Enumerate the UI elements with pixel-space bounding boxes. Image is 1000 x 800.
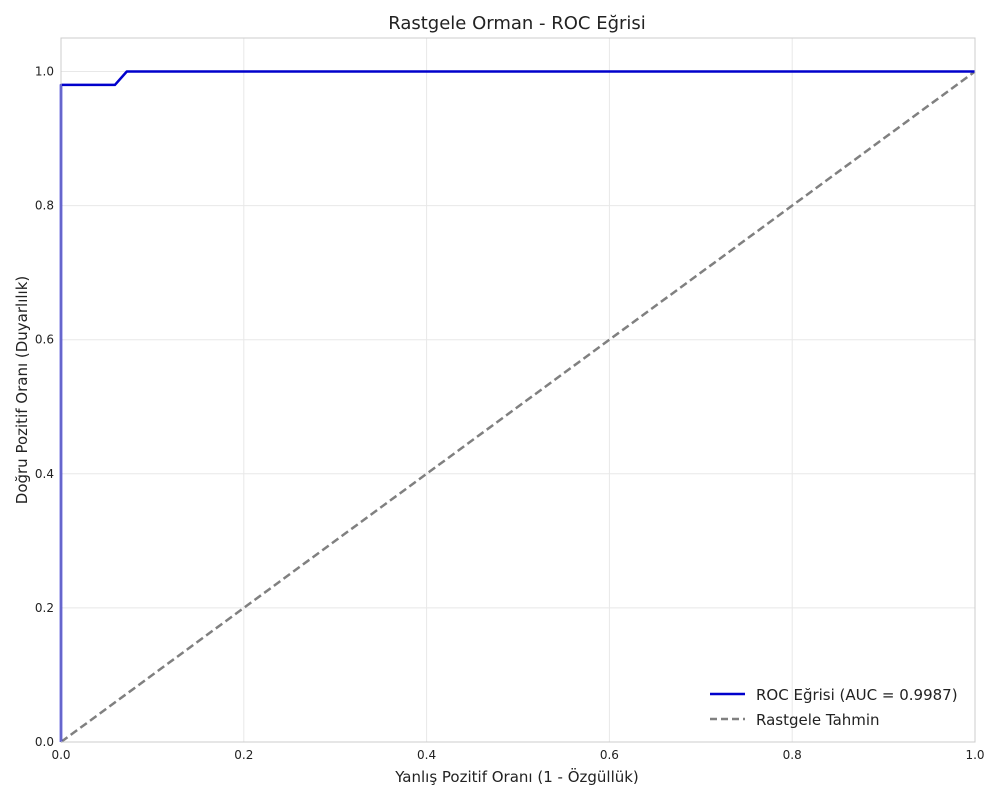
legend-label-random: Rastgele Tahmin bbox=[756, 711, 880, 729]
y-axis-title: Doğru Pozitif Oranı (Duyarlılık) bbox=[13, 276, 31, 504]
x-tick-labels: 0.0 0.2 0.4 0.6 0.8 1.0 bbox=[51, 748, 984, 762]
y-tick-label: 0.0 bbox=[35, 735, 54, 749]
grid bbox=[60, 38, 976, 743]
x-tick-label: 0.4 bbox=[417, 748, 436, 762]
plot-frame bbox=[60, 37, 976, 743]
x-tick-label: 0.2 bbox=[234, 748, 253, 762]
y-tick-label: 0.4 bbox=[35, 467, 54, 481]
chart-title: Rastgele Orman - ROC Eğrisi bbox=[388, 13, 646, 34]
x-tick-label: 1.0 bbox=[965, 748, 984, 762]
x-tick-label: 0.6 bbox=[600, 748, 619, 762]
x-axis-title: Yanlış Pozitif Oranı (1 - Özgüllük) bbox=[394, 767, 639, 786]
random-guess-line bbox=[60, 70, 976, 744]
legend-label-roc: ROC Eğrisi (AUC = 0.9987) bbox=[756, 686, 958, 704]
legend: ROC Eğrisi (AUC = 0.9987) Rastgele Tahmi… bbox=[710, 686, 958, 729]
y-tick-label: 1.0 bbox=[35, 65, 54, 79]
y-tick-labels: 0.0 0.2 0.4 0.6 0.8 1.0 bbox=[35, 65, 54, 749]
x-tick-label: 0.8 bbox=[783, 748, 802, 762]
series-lines bbox=[59, 70, 976, 744]
y-tick-label: 0.2 bbox=[35, 601, 54, 615]
x-tick-label: 0.0 bbox=[51, 748, 70, 762]
y-tick-label: 0.8 bbox=[35, 199, 54, 213]
y-tick-label: 0.6 bbox=[35, 333, 54, 347]
